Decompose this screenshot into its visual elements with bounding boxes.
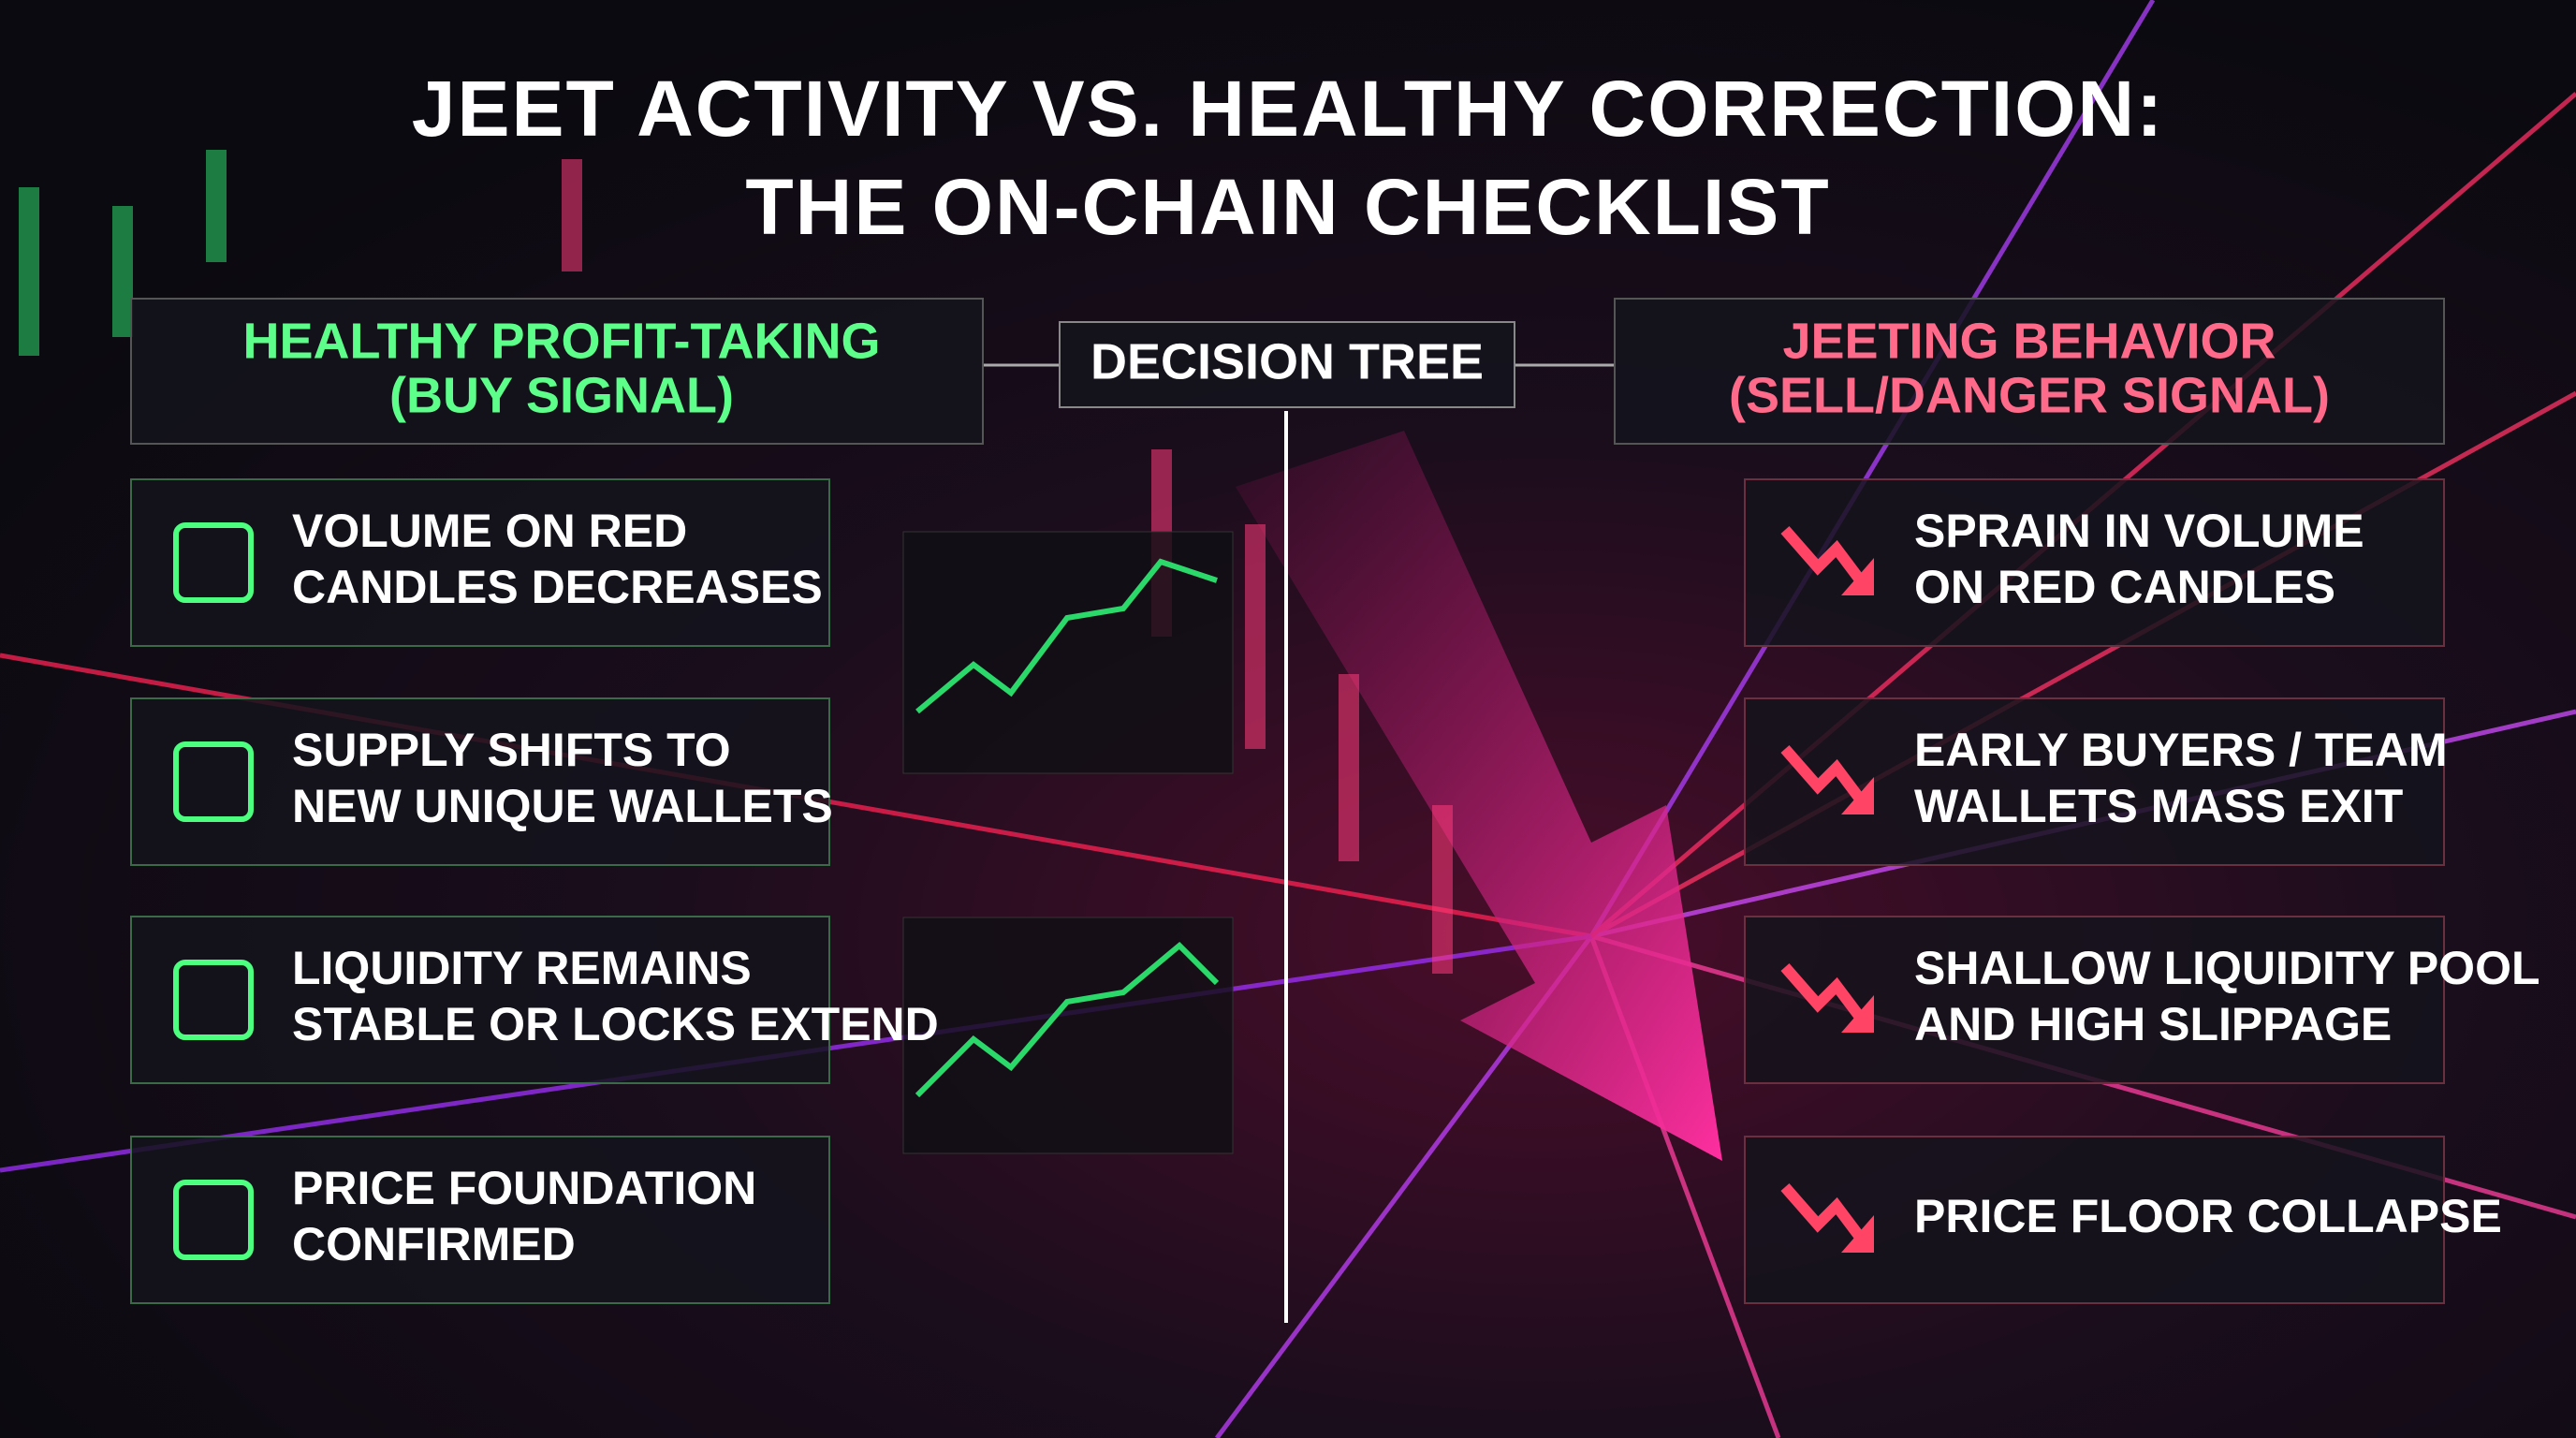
icon (173, 1180, 254, 1260)
center-box (1059, 321, 1515, 408)
item-text: PRICE FLOOR COLLAPSE (1914, 1190, 2502, 1242)
item-box (130, 697, 830, 866)
item-text: SHALLOW LIQUIDITY POOL (1914, 942, 2540, 994)
item-text: PRICE FOUNDATION (292, 1162, 756, 1214)
item-text: SUPPLY SHIFTS TO (292, 724, 731, 776)
icon (1841, 558, 1874, 595)
icon (1841, 1215, 1874, 1253)
item-box (130, 916, 830, 1084)
item-text: EARLY BUYERS / TEAM (1914, 724, 2448, 776)
item-text: VOLUME ON RED (292, 505, 687, 557)
title: JEET ACTIVITY VS. HEALTHY CORRECTION: (412, 65, 2164, 153)
icon (1841, 995, 1874, 1033)
item-box (130, 478, 830, 647)
icon (1780, 963, 1869, 1027)
icon (173, 960, 254, 1040)
candles (19, 150, 1453, 974)
jeeting-heading: JEETING BEHAVIOR (1782, 313, 2276, 369)
center-label: DECISION TREE (1090, 333, 1484, 389)
header-box (1614, 298, 2445, 445)
item-text: CANDLES DECREASES (292, 561, 823, 613)
icon (1780, 526, 1869, 590)
item-box (1744, 916, 2445, 1084)
item-box (1744, 478, 2445, 647)
mini-charts (902, 531, 1234, 1154)
healthy-heading: HEALTHY PROFIT-TAKING (243, 313, 881, 369)
jeeting-subheading: (SELL/DANGER SIGNAL) (1729, 367, 2330, 423)
title: THE ON-CHAIN CHECKLIST (745, 163, 1830, 251)
item-text: SPRAIN IN VOLUME (1914, 505, 2364, 557)
icon (1780, 1183, 1869, 1247)
icon (173, 741, 254, 822)
item-text: LIQUIDITY REMAINS (292, 942, 752, 994)
item-text: WALLETS MASS EXIT (1914, 780, 2403, 832)
item-text: NEW UNIQUE WALLETS (292, 780, 833, 832)
item-text: STABLE OR LOCKS EXTEND (292, 998, 939, 1050)
item-box (1744, 697, 2445, 866)
icon (1841, 777, 1874, 814)
item-text: CONFIRMED (292, 1218, 576, 1270)
item-text: ON RED CANDLES (1914, 561, 2335, 613)
header-box (130, 298, 984, 445)
item-box (130, 1136, 830, 1304)
item-box (1744, 1136, 2445, 1304)
falling-arrow (1236, 431, 1722, 1161)
healthy-subheading: (BUY SIGNAL) (389, 367, 734, 423)
icon (173, 522, 254, 603)
icon (1780, 745, 1869, 809)
item-text: AND HIGH SLIPPAGE (1914, 998, 2392, 1050)
